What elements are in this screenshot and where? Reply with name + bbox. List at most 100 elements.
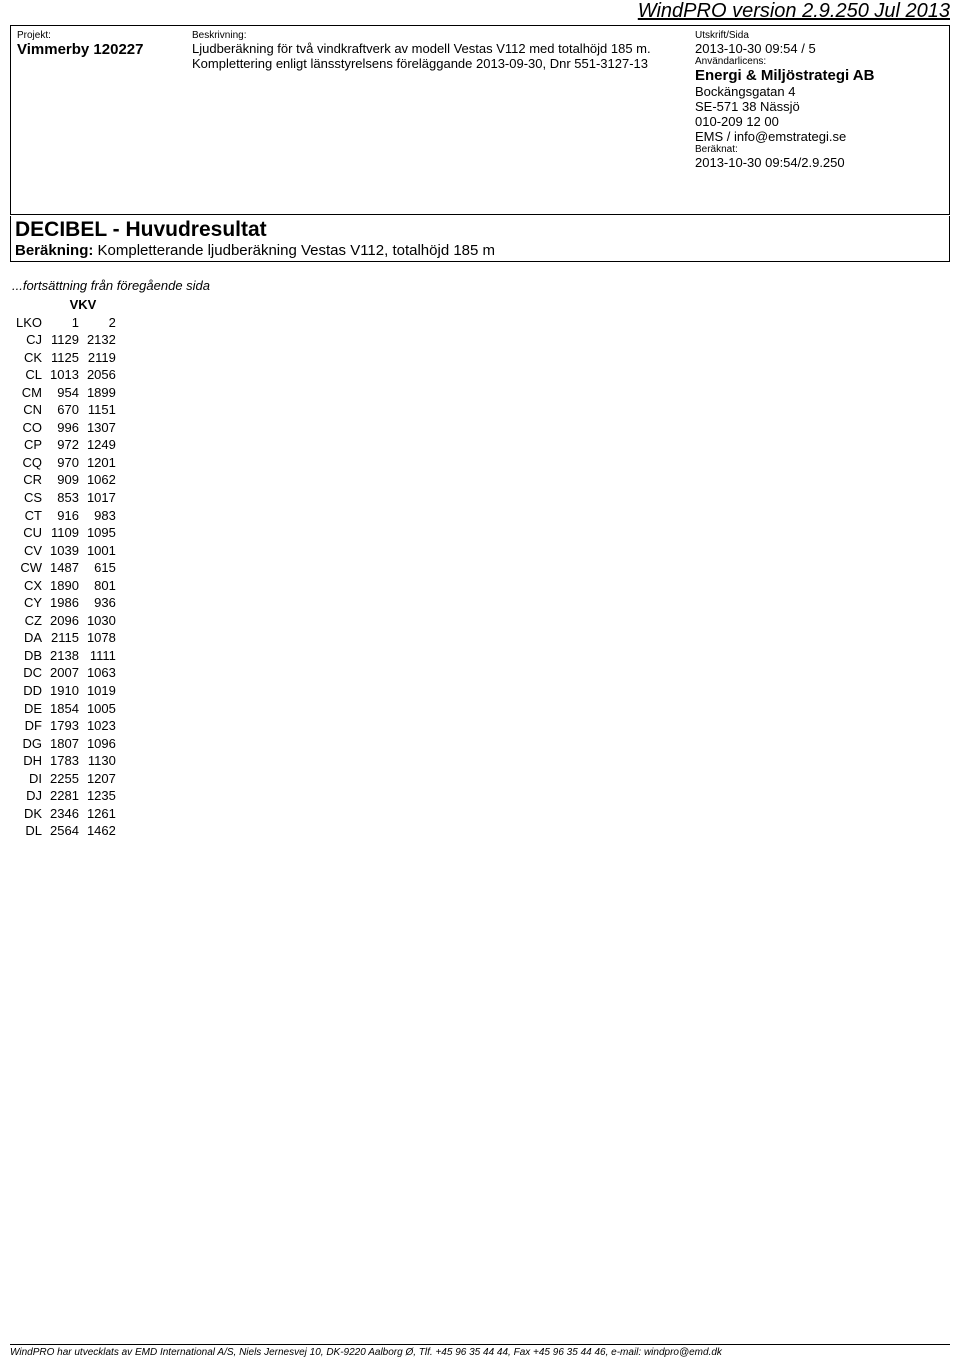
row-id: DF bbox=[12, 717, 46, 735]
row-val-2: 1078 bbox=[83, 629, 120, 647]
table-row: CK11252119 bbox=[12, 349, 120, 367]
table-row: DB21381111 bbox=[12, 647, 120, 665]
table-row: DL25641462 bbox=[12, 822, 120, 840]
row-val-1: 916 bbox=[46, 507, 83, 525]
row-val-1: 1013 bbox=[46, 366, 83, 384]
header-col-meta: Utskrift/Sida 2013-10-30 09:54 / 5 Använ… bbox=[689, 26, 949, 214]
table-row: CJ11292132 bbox=[12, 331, 120, 349]
email: EMS / info@emstrategi.se bbox=[695, 129, 943, 144]
row-val-1: 1125 bbox=[46, 349, 83, 367]
project-label: Projekt: bbox=[17, 30, 180, 41]
row-id: CX bbox=[12, 577, 46, 595]
row-val-2: 1023 bbox=[83, 717, 120, 735]
table-row: CP9721249 bbox=[12, 436, 120, 454]
version-header: WindPRO version 2.9.250 Jul 2013 bbox=[638, 0, 950, 23]
license-label: Användarlicens: bbox=[695, 56, 943, 67]
row-val-2: 1062 bbox=[83, 471, 120, 489]
row-val-2: 1201 bbox=[83, 454, 120, 472]
row-val-1: 1890 bbox=[46, 577, 83, 595]
row-id: DD bbox=[12, 682, 46, 700]
row-id: CK bbox=[12, 349, 46, 367]
row-val-2: 1899 bbox=[83, 384, 120, 402]
col2-header: 2 bbox=[83, 314, 120, 332]
row-val-2: 1235 bbox=[83, 787, 120, 805]
row-id: DK bbox=[12, 805, 46, 823]
row-id: DB bbox=[12, 647, 46, 665]
row-val-2: 1111 bbox=[83, 647, 120, 665]
row-val-2: 983 bbox=[83, 507, 120, 525]
header-col-project: Projekt: Vimmerby 120227 bbox=[11, 26, 186, 214]
row-id: DI bbox=[12, 770, 46, 788]
row-val-2: 1017 bbox=[83, 489, 120, 507]
row-val-1: 1986 bbox=[46, 594, 83, 612]
row-val-2: 615 bbox=[83, 559, 120, 577]
row-id: DC bbox=[12, 664, 46, 682]
table-row: CZ20961030 bbox=[12, 612, 120, 630]
row-val-1: 2255 bbox=[46, 770, 83, 788]
row-val-1: 2138 bbox=[46, 647, 83, 665]
project-value: Vimmerby 120227 bbox=[17, 41, 180, 58]
row-val-1: 2564 bbox=[46, 822, 83, 840]
table-row: CU11091095 bbox=[12, 524, 120, 542]
row-id: CQ bbox=[12, 454, 46, 472]
row-val-2: 1307 bbox=[83, 419, 120, 437]
row-val-1: 909 bbox=[46, 471, 83, 489]
address-line1: Bockängsgatan 4 bbox=[695, 84, 943, 99]
company-name: Energi & Miljöstrategi AB bbox=[695, 67, 943, 84]
table-row: CN6701151 bbox=[12, 401, 120, 419]
header-grid: Projekt: Vimmerby 120227 Beskrivning: Lj… bbox=[10, 25, 950, 215]
table-row: DA21151078 bbox=[12, 629, 120, 647]
row-val-2: 1095 bbox=[83, 524, 120, 542]
row-val-2: 1019 bbox=[83, 682, 120, 700]
vkv-header: VKV bbox=[46, 296, 120, 314]
row-id: DL bbox=[12, 822, 46, 840]
row-id: DG bbox=[12, 735, 46, 753]
page: WindPRO version 2.9.250 Jul 2013 Projekt… bbox=[0, 0, 960, 1366]
row-val-1: 670 bbox=[46, 401, 83, 419]
col1-header: 1 bbox=[46, 314, 83, 332]
row-val-2: 1030 bbox=[83, 612, 120, 630]
row-val-1: 1910 bbox=[46, 682, 83, 700]
row-id: CN bbox=[12, 401, 46, 419]
table-row: CS8531017 bbox=[12, 489, 120, 507]
table-row: CQ9701201 bbox=[12, 454, 120, 472]
lko-header: LKO bbox=[12, 314, 46, 332]
row-val-1: 2346 bbox=[46, 805, 83, 823]
row-val-2: 1005 bbox=[83, 700, 120, 718]
row-val-1: 1129 bbox=[46, 331, 83, 349]
table-row: DH17831130 bbox=[12, 752, 120, 770]
row-val-1: 1487 bbox=[46, 559, 83, 577]
table-row: CT916983 bbox=[12, 507, 120, 525]
row-val-1: 2096 bbox=[46, 612, 83, 630]
row-id: CS bbox=[12, 489, 46, 507]
row-id: CT bbox=[12, 507, 46, 525]
row-val-2: 2119 bbox=[83, 349, 120, 367]
row-val-1: 996 bbox=[46, 419, 83, 437]
row-id: CP bbox=[12, 436, 46, 454]
section-title-box: DECIBEL - Huvudresultat Beräkning: Kompl… bbox=[10, 216, 950, 262]
section-title: DECIBEL - Huvudresultat bbox=[15, 218, 945, 242]
row-id: CW bbox=[12, 559, 46, 577]
print-label: Utskrift/Sida bbox=[695, 30, 943, 41]
row-val-2: 1249 bbox=[83, 436, 120, 454]
table-row: CM9541899 bbox=[12, 384, 120, 402]
table-row: CY1986936 bbox=[12, 594, 120, 612]
table-row: CL10132056 bbox=[12, 366, 120, 384]
row-id: CR bbox=[12, 471, 46, 489]
row-id: CZ bbox=[12, 612, 46, 630]
table-row: DK23461261 bbox=[12, 805, 120, 823]
row-val-1: 972 bbox=[46, 436, 83, 454]
table-row: DI22551207 bbox=[12, 770, 120, 788]
row-id: CV bbox=[12, 542, 46, 560]
row-val-1: 853 bbox=[46, 489, 83, 507]
row-val-1: 1854 bbox=[46, 700, 83, 718]
table-row: CR9091062 bbox=[12, 471, 120, 489]
row-id: CU bbox=[12, 524, 46, 542]
table-row: DC20071063 bbox=[12, 664, 120, 682]
table-row: CX1890801 bbox=[12, 577, 120, 595]
row-val-1: 2115 bbox=[46, 629, 83, 647]
data-table-wrap: VKV LKO 1 2 CJ11292132CK11252119CL101320… bbox=[12, 296, 120, 840]
table-row: DG18071096 bbox=[12, 735, 120, 753]
row-val-2: 1001 bbox=[83, 542, 120, 560]
table-body: CJ11292132CK11252119CL10132056CM9541899C… bbox=[12, 331, 120, 840]
